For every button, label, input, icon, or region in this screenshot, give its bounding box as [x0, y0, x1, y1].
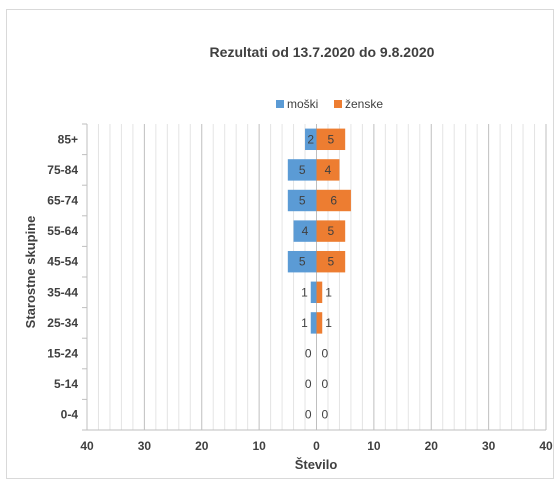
data-label: 0: [322, 347, 329, 361]
y-tick-label: 25-34: [47, 316, 78, 330]
y-axis-ticks: 85+ 75-84 65-74 55-64 45-54 35-44 25-34 15-24 5-…: [47, 132, 78, 421]
data-label: 1: [301, 285, 308, 299]
data-label: 5: [328, 224, 335, 238]
x-tick-label: 30: [482, 439, 496, 453]
y-tick-label: 75-84: [47, 163, 78, 177]
data-label: 5: [299, 163, 306, 177]
data-label: 6: [330, 194, 337, 208]
bar-moski: [305, 128, 317, 151]
data-label: 5: [299, 255, 306, 269]
data-label: 4: [325, 163, 332, 177]
bar-moski: [310, 312, 317, 334]
data-label: 4: [302, 224, 309, 238]
legend-label-moski: moški: [287, 97, 318, 111]
x-tick-label: 10: [367, 439, 381, 453]
legend: moški ženske: [276, 97, 383, 111]
data-label: 1: [325, 285, 332, 299]
data-label: 1: [325, 316, 332, 330]
x-tick-label: 30: [138, 439, 152, 453]
chart-title: Rezultati od 13.7.2020 do 9.8.2020: [210, 44, 435, 60]
data-label: 0: [322, 377, 329, 391]
x-tick-label: 0: [313, 439, 320, 453]
bars: [287, 128, 351, 334]
x-axis-ticks: 40 30 20 10 0 10 20 30 40: [80, 439, 553, 453]
data-label: 1: [301, 316, 308, 330]
x-tick-label: 10: [252, 439, 266, 453]
bar-moski: [293, 220, 317, 242]
bar-moski: [310, 281, 317, 304]
data-label: 5: [328, 132, 335, 146]
data-label: 0: [305, 347, 312, 361]
bar-zenske: [316, 281, 323, 304]
data-label: 2: [307, 132, 314, 146]
bar-moski: [287, 250, 317, 273]
data-label: 5: [328, 255, 335, 269]
bar-zenske: [316, 128, 346, 151]
legend-label-zenske: ženske: [345, 97, 383, 111]
bar-moski: [287, 189, 317, 212]
bar-zenske: [316, 220, 346, 242]
bar-zenske: [316, 189, 351, 212]
y-tick-label: 45-54: [47, 255, 78, 269]
bar-zenske: [316, 312, 323, 334]
y-tick-label: 65-74: [47, 194, 78, 208]
y-tick-label: 5-14: [54, 377, 78, 391]
data-label: 0: [322, 408, 329, 422]
data-label: 0: [305, 408, 312, 422]
bar-moski: [287, 159, 317, 181]
y-tick-label: 15-24: [47, 347, 78, 361]
data-label: 5: [299, 194, 306, 208]
y-tick-label: 35-44: [47, 285, 78, 299]
y-tick-label: 85+: [58, 132, 78, 146]
bar-zenske: [316, 250, 346, 273]
y-tick-label: 0-4: [61, 408, 79, 422]
x-tick-label: 40: [539, 439, 553, 453]
bar-zenske: [316, 159, 340, 181]
chart-frame: [6, 9, 554, 479]
y-axis-title: Starostne skupine: [23, 216, 38, 329]
x-tick-label: 20: [425, 439, 439, 453]
x-tick-label: 40: [80, 439, 94, 453]
data-label: 0: [305, 377, 312, 391]
y-tick-label: 55-64: [47, 224, 78, 238]
legend-swatch-moski: [276, 100, 284, 108]
x-axis-title: Število: [295, 457, 338, 472]
legend-swatch-zenske: [334, 100, 342, 108]
x-tick-label: 20: [195, 439, 209, 453]
